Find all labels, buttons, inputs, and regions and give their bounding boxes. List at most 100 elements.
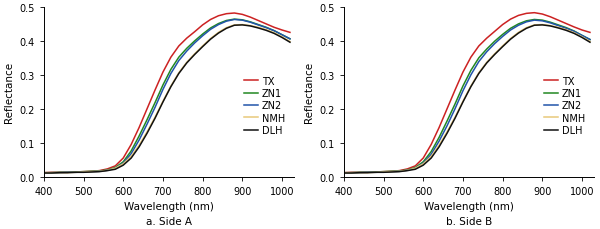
TX [191,31,198,34]
NMH [112,167,119,170]
DLH [151,117,158,120]
ZN2 [483,51,490,54]
DLH [183,62,190,65]
TX [419,157,427,160]
DLH [48,172,55,174]
TX [64,171,71,174]
ZN2 [112,167,119,170]
NMH [254,27,262,30]
ZN1 [523,20,530,23]
TX [199,25,206,27]
ZN2 [388,171,395,173]
NMH [554,27,562,30]
TX [443,108,451,111]
ZN2 [40,172,47,174]
DLH [247,25,254,28]
TX [547,16,554,19]
DLH [436,146,443,149]
ZN1 [80,171,87,173]
DLH [428,157,435,160]
NMH [491,53,498,56]
NMH [483,62,490,64]
DLH [88,171,95,174]
NMH [286,41,293,44]
TX [88,170,95,173]
ZN1 [215,23,222,26]
NMH [419,163,427,166]
ZN1 [507,28,514,30]
DLH [112,168,119,171]
ZN2 [48,172,55,174]
TX [451,89,458,92]
NMH [475,72,482,75]
X-axis label: Wavelength (nm): Wavelength (nm) [124,202,214,211]
DLH [191,54,198,57]
Line: DLH: DLH [44,26,290,173]
DLH [340,172,347,174]
TX [143,108,151,111]
TX [578,30,586,32]
TX [112,165,119,167]
ZN2 [523,21,530,24]
TX [278,30,286,32]
ZN1 [539,20,546,22]
DLH [475,73,482,76]
DLH [586,42,593,44]
DLH [160,101,167,104]
ZN1 [483,48,490,51]
NMH [199,45,206,48]
ZN2 [364,171,371,174]
ZN2 [263,27,270,30]
ZN2 [80,171,87,174]
ZN1 [451,103,458,106]
Text: b. Side B: b. Side B [446,216,492,226]
NMH [88,171,95,173]
ZN1 [563,27,570,30]
TX [119,157,127,160]
NMH [128,155,135,158]
NMH [72,171,79,174]
ZN2 [467,74,475,77]
TX [372,171,379,174]
ZN1 [404,169,411,172]
ZN1 [278,34,286,37]
DLH [96,171,103,173]
TX [231,13,238,15]
ZN1 [247,21,254,24]
ZN2 [586,39,593,42]
ZN2 [143,123,151,126]
DLH [215,33,222,35]
ZN2 [215,24,222,27]
ZN1 [578,35,586,38]
TX [167,57,175,59]
ZN1 [88,170,95,173]
ZN2 [499,36,506,39]
NMH [143,131,151,134]
TX [586,32,593,35]
DLH [348,172,355,174]
DLH [499,46,506,49]
ZN1 [340,172,347,174]
ZN1 [412,166,419,169]
TX [483,38,490,40]
TX [531,12,538,15]
NMH [167,85,175,88]
Line: ZN2: ZN2 [44,20,290,173]
ZN1 [586,39,593,42]
DLH [388,171,395,174]
ZN2 [278,34,286,37]
NMH [223,27,230,30]
ZN2 [491,43,498,46]
NMH [356,172,364,174]
NMH [428,155,435,158]
ZN1 [191,40,198,43]
TX [223,13,230,16]
DLH [515,33,522,35]
DLH [175,73,182,76]
TX [254,20,262,23]
ZN2 [88,171,95,173]
ZN1 [467,70,475,72]
NMH [539,24,546,27]
NMH [571,32,578,35]
TX [72,171,79,174]
